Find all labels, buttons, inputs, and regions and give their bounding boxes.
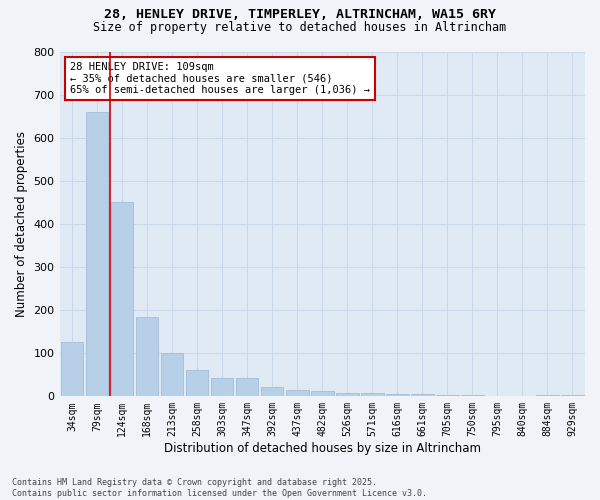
Bar (536, 395, 559, 396)
Bar (61, 342, 83, 396)
Text: 28, HENLEY DRIVE, TIMPERLEY, ALTRINCHAM, WA15 6RY: 28, HENLEY DRIVE, TIMPERLEY, ALTRINCHAM,… (104, 8, 496, 20)
Bar (136, 316, 158, 396)
X-axis label: Distribution of detached houses by size in Altrincham: Distribution of detached houses by size … (164, 442, 481, 455)
Bar (461, 395, 484, 396)
Bar (436, 395, 458, 396)
Text: Size of property relative to detached houses in Altrincham: Size of property relative to detached ho… (94, 21, 506, 34)
Bar (386, 394, 409, 396)
Bar (111, 202, 133, 396)
Bar (161, 353, 184, 397)
Bar (361, 393, 383, 396)
Text: 28 HENLEY DRIVE: 109sqm
← 35% of detached houses are smaller (546)
65% of semi-d: 28 HENLEY DRIVE: 109sqm ← 35% of detache… (70, 62, 370, 95)
Bar (261, 387, 283, 396)
Bar (86, 112, 109, 397)
Bar (561, 395, 584, 396)
Bar (211, 378, 233, 396)
Bar (286, 390, 308, 396)
Bar (336, 393, 359, 396)
Bar (236, 378, 259, 396)
Bar (311, 391, 334, 396)
Text: Contains HM Land Registry data © Crown copyright and database right 2025.
Contai: Contains HM Land Registry data © Crown c… (12, 478, 427, 498)
Bar (186, 370, 208, 396)
Bar (411, 394, 434, 396)
Y-axis label: Number of detached properties: Number of detached properties (15, 131, 28, 317)
